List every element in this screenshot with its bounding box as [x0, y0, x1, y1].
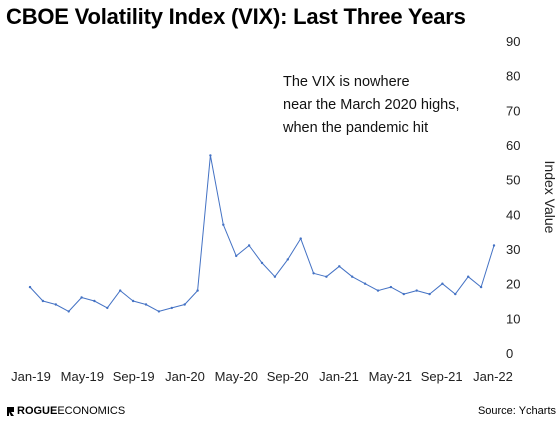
- x-tick-label: Jan-19: [11, 369, 51, 384]
- y-tick-label: 0: [506, 346, 513, 361]
- x-tick-label: May-21: [369, 369, 412, 384]
- vix-point: [54, 303, 57, 306]
- vix-point: [119, 289, 122, 292]
- annotation-line-1: The VIX is nowhere: [283, 74, 410, 90]
- x-tick-label: Jan-22: [473, 369, 513, 384]
- x-tick-label: Jan-21: [319, 369, 359, 384]
- vix-point: [260, 261, 264, 265]
- vix-point: [479, 285, 483, 289]
- vix-point: [454, 292, 457, 296]
- vix-point: [273, 275, 277, 278]
- vix-point: [222, 223, 225, 226]
- y-tick-label: 30: [506, 242, 520, 257]
- vix-point: [67, 310, 70, 313]
- vix-point: [131, 299, 135, 303]
- x-tick-label: Jan-20: [165, 369, 205, 384]
- y-tick-label: 40: [506, 207, 520, 222]
- vix-point: [415, 289, 418, 292]
- x-tick-label: May-19: [61, 369, 104, 384]
- y-tick-label: 70: [506, 103, 520, 118]
- annotation-line-3: when the pandemic hit: [282, 120, 428, 136]
- vix-point: [402, 292, 405, 296]
- vix-point: [363, 282, 367, 285]
- vix-point: [170, 306, 173, 310]
- chart-title: CBOE Volatility Index (VIX): Last Three …: [6, 4, 466, 29]
- source-credit: Source: Ycharts: [477, 405, 556, 417]
- vix-point: [441, 282, 444, 285]
- vix-point: [338, 265, 341, 268]
- vix-point: [492, 244, 496, 247]
- vix-point: [376, 289, 380, 292]
- y-tick-label: 90: [506, 34, 520, 49]
- logo-suffix: ECONOMICS: [57, 405, 126, 417]
- vix-point: [93, 299, 96, 303]
- vix-point: [28, 285, 32, 289]
- vix-point: [196, 289, 199, 292]
- vix-point: [41, 299, 45, 303]
- vix-point: [80, 296, 83, 299]
- vix-point: [299, 237, 302, 240]
- vix-points: [28, 154, 496, 313]
- vix-point: [235, 254, 238, 258]
- x-tick-label: May-20: [215, 369, 258, 384]
- vix-point: [467, 275, 470, 278]
- vix-point: [389, 285, 393, 289]
- vix-point: [144, 303, 148, 306]
- y-tick-label: 60: [506, 138, 520, 153]
- vix-point: [428, 292, 431, 296]
- y-tick-label: 80: [506, 69, 520, 84]
- rogue-economics-logo: ROGUE ECONOMICS: [6, 405, 125, 417]
- vix-point: [247, 244, 251, 247]
- vix-point: [106, 306, 109, 310]
- vix-point: [209, 154, 212, 157]
- vix-point: [183, 303, 186, 306]
- annotation-line-2: near the March 2020 highs,: [283, 97, 460, 113]
- vix-point: [312, 272, 315, 275]
- x-axis-ticks: Jan-19 May-19 Sep-19 Jan-20 May-20 Sep-20 Jan-…: [11, 369, 513, 384]
- vix-point: [351, 275, 354, 278]
- vix-point: [325, 275, 328, 278]
- x-tick-label: Sep-20: [267, 369, 309, 384]
- y-tick-label: 20: [506, 277, 520, 292]
- y-tick-label: 10: [506, 311, 520, 326]
- vix-point: [286, 258, 289, 261]
- x-tick-label: Sep-19: [113, 369, 155, 384]
- vix-series-line: [29, 154, 495, 312]
- logo-mark-icon: [7, 406, 14, 416]
- y-axis-ticks: 0 10 20 30 40 50 60 70 80 90: [506, 34, 520, 361]
- y-tick-label: 50: [506, 173, 520, 188]
- vix-point: [157, 310, 161, 313]
- x-tick-label: Sep-21: [421, 369, 463, 384]
- y-axis-label: Index Value: [542, 161, 558, 234]
- logo-brand: ROGUE: [17, 405, 58, 417]
